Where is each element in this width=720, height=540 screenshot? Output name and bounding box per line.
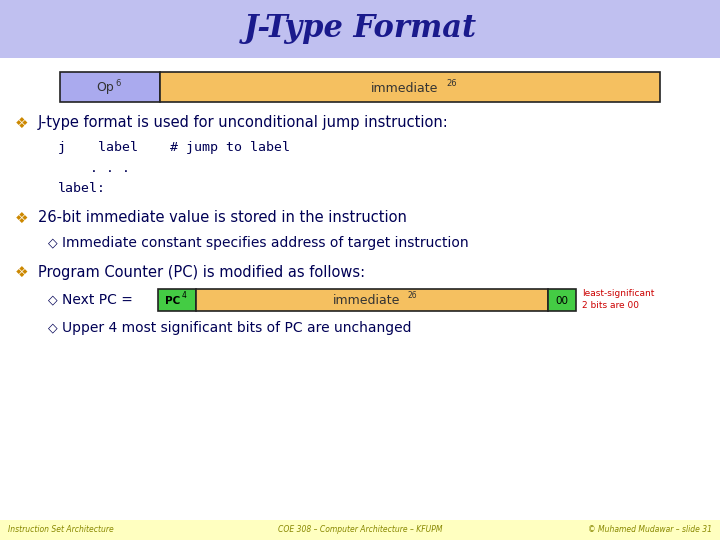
Bar bbox=[0, 520, 720, 540]
Text: ◇: ◇ bbox=[48, 321, 58, 334]
Bar bbox=[158, 289, 196, 311]
Text: ◇: ◇ bbox=[48, 237, 58, 249]
Text: J-type format is used for unconditional jump instruction:: J-type format is used for unconditional … bbox=[38, 116, 449, 131]
Text: j    label    # jump to label: j label # jump to label bbox=[58, 141, 290, 154]
Text: Next PC =: Next PC = bbox=[62, 293, 138, 307]
Text: © Muhamed Mudawar – slide 31: © Muhamed Mudawar – slide 31 bbox=[588, 525, 712, 535]
Text: ◇: ◇ bbox=[48, 294, 58, 307]
Text: COE 308 – Computer Architecture – KFUPM: COE 308 – Computer Architecture – KFUPM bbox=[278, 525, 442, 535]
Text: Upper 4 most significant bits of PC are unchanged: Upper 4 most significant bits of PC are … bbox=[62, 321, 412, 335]
Text: least-significant: least-significant bbox=[582, 289, 654, 299]
Text: 2 bits are 00: 2 bits are 00 bbox=[582, 301, 639, 310]
Text: Op: Op bbox=[96, 82, 114, 94]
Text: Program Counter (PC) is modified as follows:: Program Counter (PC) is modified as foll… bbox=[38, 265, 365, 280]
Text: J-Type Format: J-Type Format bbox=[243, 14, 477, 44]
Text: 00: 00 bbox=[556, 296, 569, 306]
Text: 4: 4 bbox=[181, 291, 186, 300]
Text: ❖: ❖ bbox=[15, 211, 29, 226]
Bar bbox=[548, 289, 576, 311]
Bar bbox=[196, 289, 548, 311]
Bar bbox=[60, 72, 160, 102]
Text: ❖: ❖ bbox=[15, 265, 29, 280]
Bar bbox=[0, 0, 720, 58]
Text: immediate: immediate bbox=[372, 82, 438, 94]
Text: 26-bit immediate value is stored in the instruction: 26-bit immediate value is stored in the … bbox=[38, 211, 407, 226]
Text: Immediate constant specifies address of target instruction: Immediate constant specifies address of … bbox=[62, 236, 469, 250]
Bar bbox=[160, 72, 660, 102]
Text: Instruction Set Architecture: Instruction Set Architecture bbox=[8, 525, 114, 535]
Text: immediate: immediate bbox=[333, 294, 401, 307]
Text: PC: PC bbox=[166, 296, 181, 306]
Text: . . .: . . . bbox=[58, 161, 130, 174]
Text: 26: 26 bbox=[446, 78, 457, 87]
Text: 26: 26 bbox=[408, 291, 417, 300]
Text: 6: 6 bbox=[115, 78, 121, 87]
Text: label:: label: bbox=[58, 181, 106, 194]
Text: ❖: ❖ bbox=[15, 116, 29, 131]
